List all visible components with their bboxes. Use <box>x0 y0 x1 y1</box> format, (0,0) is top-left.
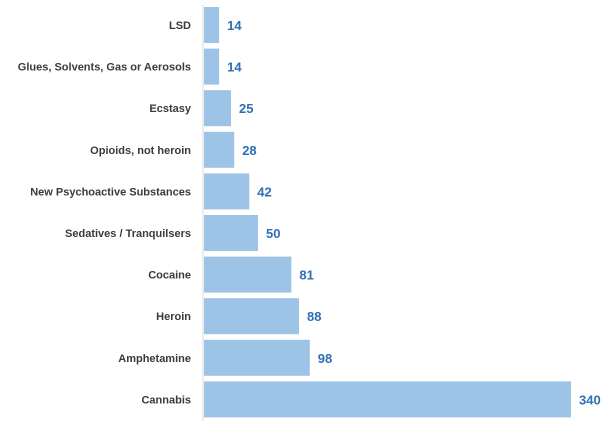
data-label: 81 <box>299 268 313 283</box>
data-label: 88 <box>307 309 321 324</box>
category-label: Glues, Solvents, Gas or Aerosols <box>18 62 191 74</box>
data-label: 14 <box>227 60 242 75</box>
bar <box>204 215 258 251</box>
data-label: 340 <box>579 392 601 407</box>
bar <box>204 48 220 85</box>
category-label: Cannabis <box>141 394 191 406</box>
data-label: 42 <box>257 184 271 199</box>
data-label: 98 <box>318 351 332 366</box>
bar <box>204 131 235 168</box>
data-label: 14 <box>227 18 242 33</box>
category-label: Cocaine <box>148 270 191 282</box>
data-label: 28 <box>242 143 256 158</box>
category-label: LSD <box>169 20 191 32</box>
bars-group <box>204 7 571 418</box>
bar <box>204 256 292 293</box>
bar <box>204 7 220 43</box>
category-labels-group: LSD Glues, Solvents, Gas or Aerosols Ecsta… <box>18 20 192 406</box>
category-label: Amphetamine <box>118 353 191 365</box>
bar <box>204 173 250 210</box>
bar <box>204 339 310 376</box>
category-label: Ecstasy <box>149 103 191 115</box>
category-label: New Psychoactive Substances <box>30 186 191 198</box>
category-label: Heroin <box>156 311 191 323</box>
category-label: Opioids, not heroin <box>90 145 191 157</box>
bar <box>204 90 231 127</box>
category-label: Sedatives / Tranquilsers <box>65 228 191 240</box>
bar <box>204 381 571 418</box>
data-label: 50 <box>266 226 280 241</box>
data-labels-group: 14 14 25 28 42 50 81 88 98 340 <box>227 18 601 407</box>
data-label: 25 <box>239 101 253 116</box>
bar <box>204 298 299 335</box>
